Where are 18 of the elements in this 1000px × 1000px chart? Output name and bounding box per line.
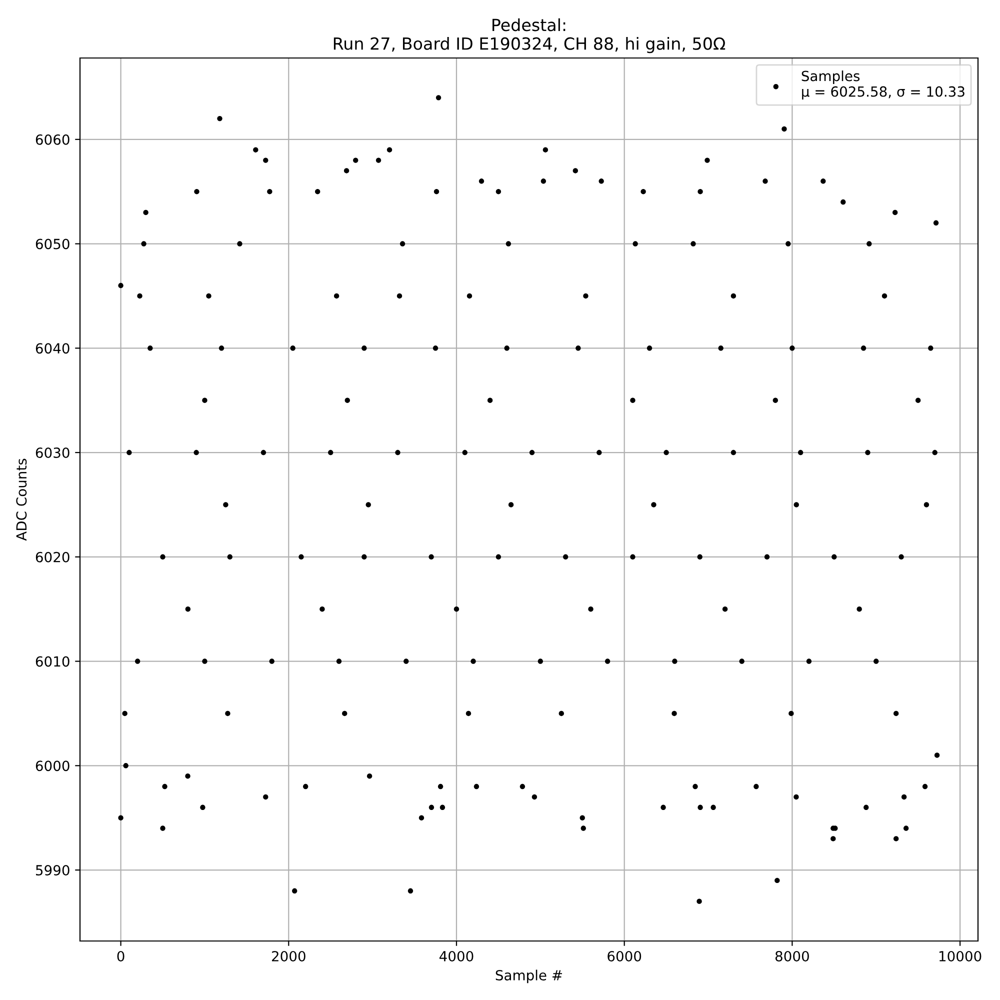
x-tick-label: 2000 xyxy=(272,950,306,962)
y-tick-label: 6060 xyxy=(36,134,70,145)
x-tick-label: 0 xyxy=(117,950,124,962)
x-tick-label: 10000 xyxy=(939,950,982,962)
y-tick-label: 6000 xyxy=(36,760,70,772)
y-axis-title: ADC Counts xyxy=(16,458,27,541)
x-tick-label: 8000 xyxy=(775,950,809,962)
y-tick-label: 6030 xyxy=(36,448,70,458)
y-tick-label: 6020 xyxy=(36,552,70,562)
x-tick-label: 4000 xyxy=(439,950,474,962)
x-tick-label: 6000 xyxy=(608,950,642,962)
y-tick-label: 5990 xyxy=(36,864,70,876)
y-tick-label: 6040 xyxy=(36,343,70,354)
y-tick-label: 6010 xyxy=(36,656,70,667)
chart-title: Pedestal: Run 27, Board ID E190324, CH 88, hi gain, 50Ω xyxy=(334,18,726,54)
legend-label: Samples μ = 6025.58, σ = 10.33 xyxy=(802,70,964,100)
x-axis-title: Sample # xyxy=(496,970,562,984)
y-tick-label: 6050 xyxy=(36,238,70,250)
